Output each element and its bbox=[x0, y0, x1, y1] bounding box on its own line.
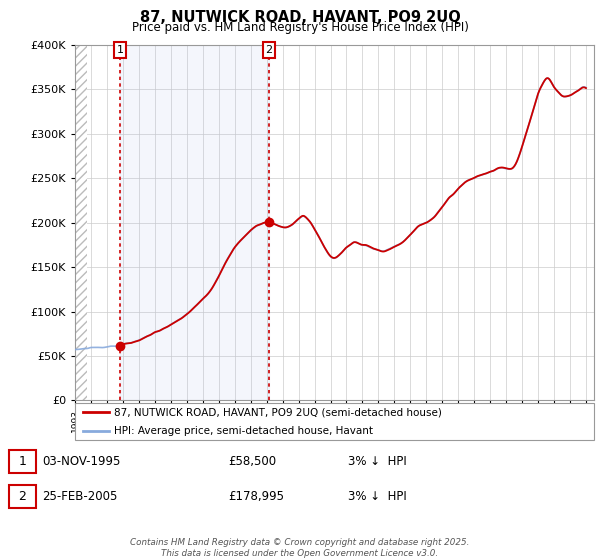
Text: 87, NUTWICK ROAD, HAVANT, PO9 2UQ: 87, NUTWICK ROAD, HAVANT, PO9 2UQ bbox=[140, 10, 460, 25]
Text: 87, NUTWICK ROAD, HAVANT, PO9 2UQ (semi-detached house): 87, NUTWICK ROAD, HAVANT, PO9 2UQ (semi-… bbox=[114, 407, 442, 417]
Text: Contains HM Land Registry data © Crown copyright and database right 2025.
This d: Contains HM Land Registry data © Crown c… bbox=[130, 538, 470, 558]
Text: 1: 1 bbox=[19, 455, 26, 468]
Text: 3% ↓  HPI: 3% ↓ HPI bbox=[348, 455, 407, 468]
Text: Price paid vs. HM Land Registry's House Price Index (HPI): Price paid vs. HM Land Registry's House … bbox=[131, 21, 469, 34]
Text: 2: 2 bbox=[265, 45, 272, 55]
FancyBboxPatch shape bbox=[75, 403, 594, 440]
Text: 1: 1 bbox=[116, 45, 124, 55]
Text: HPI: Average price, semi-detached house, Havant: HPI: Average price, semi-detached house,… bbox=[114, 426, 373, 436]
Text: 3% ↓  HPI: 3% ↓ HPI bbox=[348, 490, 407, 503]
Text: £58,500: £58,500 bbox=[228, 455, 276, 468]
Bar bbox=[120, 45, 269, 400]
Text: 25-FEB-2005: 25-FEB-2005 bbox=[42, 490, 118, 503]
Text: £178,995: £178,995 bbox=[228, 490, 284, 503]
Text: 2: 2 bbox=[19, 490, 26, 503]
Text: 03-NOV-1995: 03-NOV-1995 bbox=[42, 455, 121, 468]
